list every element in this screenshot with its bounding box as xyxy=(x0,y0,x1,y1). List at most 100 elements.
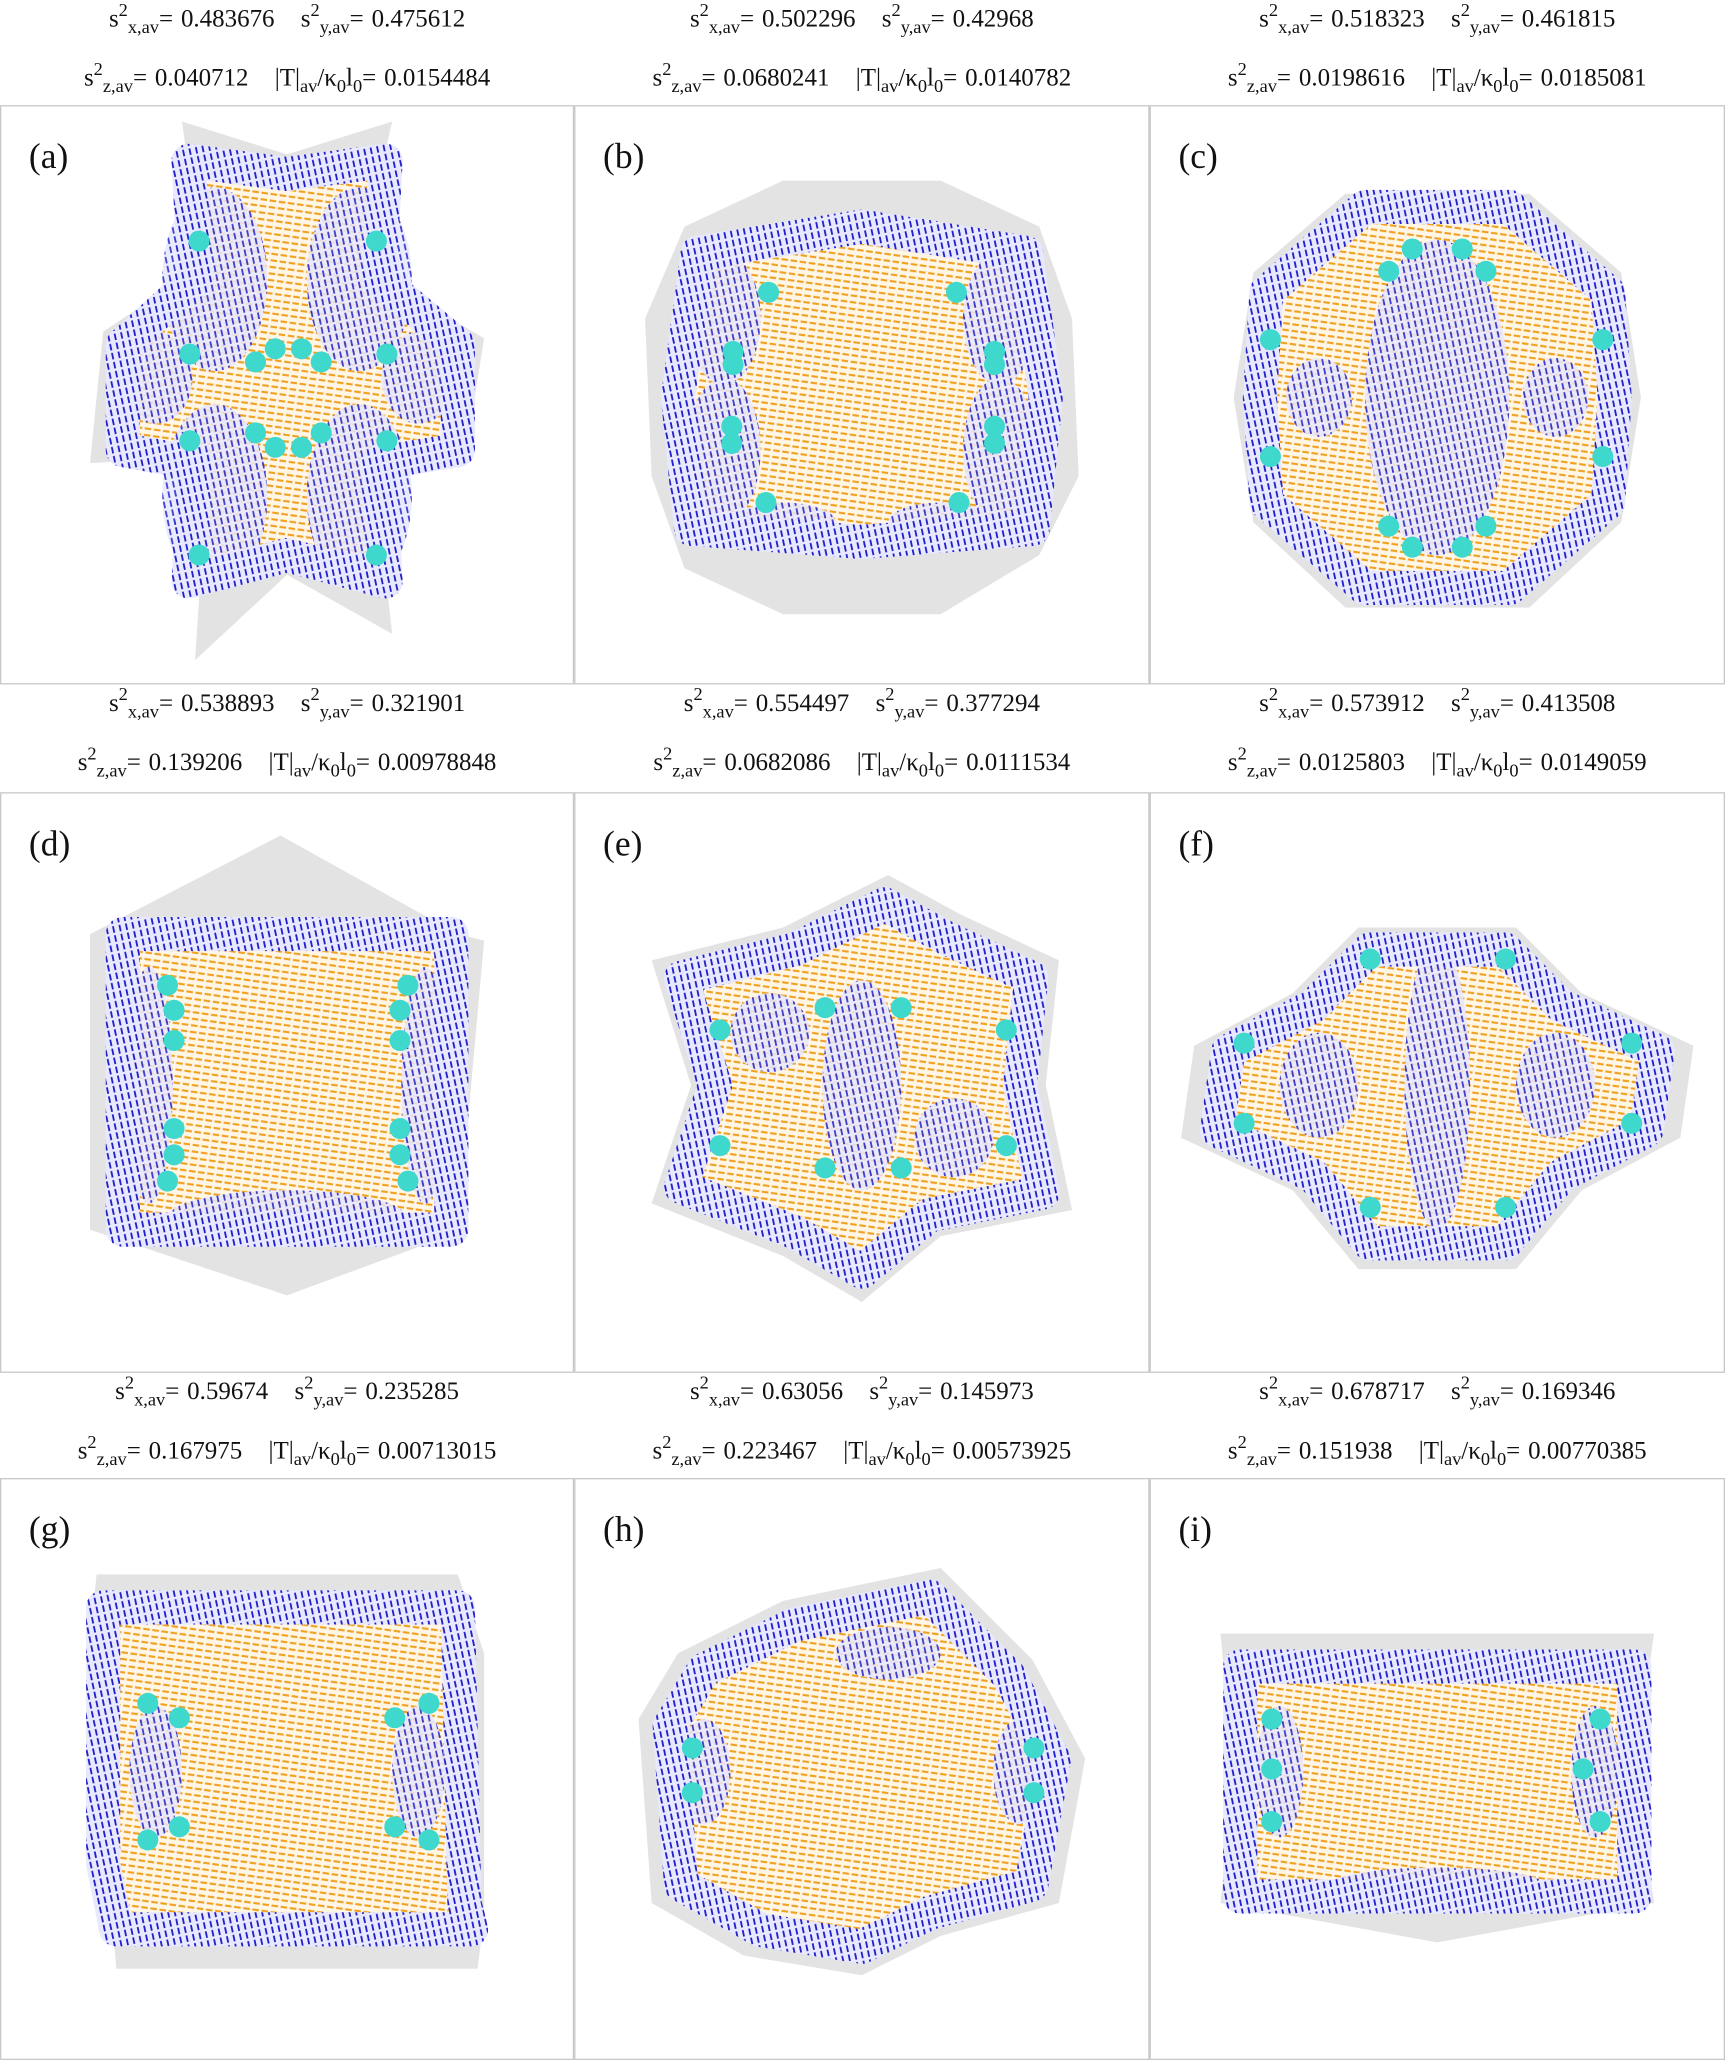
defect xyxy=(709,1019,731,1041)
text-part: 2 xyxy=(87,743,96,763)
text-part: 2 xyxy=(1461,0,1470,20)
text-part: s xyxy=(1259,690,1269,717)
stats-line-1: s2x,av= 0.538893 s2y,av= 0.321901 xyxy=(109,684,465,721)
text-part: l xyxy=(1502,749,1509,776)
text-part: /κ xyxy=(311,1437,331,1464)
director-field xyxy=(660,209,1063,560)
text-part: 0.678717 xyxy=(1331,1378,1425,1405)
director-field xyxy=(86,1590,489,1947)
text-part: 2 xyxy=(663,743,672,763)
defect xyxy=(814,997,836,1019)
panel-label: (c) xyxy=(1178,136,1217,176)
panel-label: (a) xyxy=(29,136,68,176)
panel-label: (h) xyxy=(603,1509,644,1549)
defect xyxy=(163,1118,185,1140)
stats-line-2: s2z,av= 0.223467 |T|av/κ0l0= 0.00573925 xyxy=(652,1432,1071,1469)
text-part: s xyxy=(115,1378,125,1405)
text-part: y,av xyxy=(894,701,925,721)
text-part: 0.59674 xyxy=(187,1378,269,1405)
defect xyxy=(984,432,1006,454)
text-part: 0.0154484 xyxy=(384,64,491,91)
text-part: 0 xyxy=(1493,76,1502,96)
text-part: z,av xyxy=(671,76,702,96)
text-part: s xyxy=(301,5,311,32)
stats-line-2: s2z,av= 0.151938 |T|av/κ0l0= 0.00770385 xyxy=(1228,1432,1647,1469)
text-part: = xyxy=(1309,690,1323,717)
defect xyxy=(1261,1708,1283,1730)
defect xyxy=(397,1170,419,1192)
text-part: l xyxy=(928,749,935,776)
text-part: = xyxy=(943,64,957,91)
text-part: 2 xyxy=(885,684,894,704)
text-part: 2 xyxy=(119,684,128,704)
text-part: 0 xyxy=(347,1449,356,1469)
defect xyxy=(291,436,313,458)
text-part: y,av xyxy=(1470,1390,1501,1410)
defect xyxy=(1401,536,1423,558)
text-part: s xyxy=(684,690,694,717)
defect xyxy=(397,974,419,996)
defect xyxy=(1359,948,1381,970)
text-part: 0 xyxy=(353,76,362,96)
director-field xyxy=(652,1579,1071,1964)
defect xyxy=(681,1782,703,1804)
text-part: 2 xyxy=(119,0,128,20)
text-part: s xyxy=(652,1437,662,1464)
text-part: x,av xyxy=(1278,701,1310,721)
text-part: l xyxy=(1490,1437,1497,1464)
text-part: av xyxy=(300,76,318,96)
stats-line-2: s2z,av= 0.0680241 |T|av/κ0l0= 0.0140782 xyxy=(652,59,1071,96)
text-part: 0.00573925 xyxy=(953,1437,1072,1464)
blue-region xyxy=(118,331,193,424)
defect xyxy=(137,1829,159,1851)
text-part: 0.0111534 xyxy=(966,749,1071,776)
text-part: 2 xyxy=(1238,59,1247,79)
text-part: s xyxy=(653,749,663,776)
text-part: 0.0185081 xyxy=(1541,64,1647,91)
blue-region xyxy=(1332,1867,1543,1900)
text-part: s xyxy=(301,690,311,717)
defect xyxy=(1378,515,1400,537)
defect xyxy=(188,230,210,252)
text-part: 2 xyxy=(94,59,103,79)
defect xyxy=(137,1692,159,1714)
defect xyxy=(310,351,332,373)
text-part: |T| xyxy=(856,64,881,91)
text-part: x,av xyxy=(134,1390,166,1410)
text-part: s xyxy=(109,690,119,717)
defect xyxy=(1451,536,1473,558)
text-part: s xyxy=(882,5,892,32)
text-part: y,av xyxy=(313,1390,344,1410)
defect xyxy=(389,999,411,1021)
text-part: = xyxy=(734,690,748,717)
defect xyxy=(984,354,1006,376)
text-part: 0.483676 xyxy=(181,5,275,32)
defect xyxy=(157,974,179,996)
text-part: = xyxy=(740,5,754,32)
stats-line-1: s2x,av= 0.554497 s2y,av= 0.377294 xyxy=(684,684,1041,721)
text-part: 0 xyxy=(905,1449,914,1469)
text-part: 0.00978848 xyxy=(378,749,497,776)
text-part: /κ xyxy=(1461,1437,1481,1464)
stats-line-1: s2x,av= 0.63056 s2y,av= 0.145973 xyxy=(690,1373,1034,1410)
text-part: s xyxy=(109,5,119,32)
defect xyxy=(1023,1782,1045,1804)
defect xyxy=(1261,1811,1283,1833)
text-part: = xyxy=(1500,690,1514,717)
text-part: 0.475612 xyxy=(372,5,466,32)
text-part: y,av xyxy=(901,17,932,37)
text-part: |T| xyxy=(1431,64,1456,91)
text-part: 0.00770385 xyxy=(1528,1437,1647,1464)
text-part: 2 xyxy=(693,684,702,704)
text-part: 2 xyxy=(1238,1432,1247,1452)
text-part: s xyxy=(1451,1378,1461,1405)
text-part: = xyxy=(350,5,364,32)
text-part: = xyxy=(350,690,364,717)
blue-region xyxy=(730,502,836,542)
defect xyxy=(1592,446,1614,468)
blue-region xyxy=(888,502,994,542)
defect xyxy=(1378,260,1400,282)
blue-region xyxy=(1516,1032,1595,1138)
text-part: s xyxy=(1228,64,1238,91)
text-part: av xyxy=(1444,1449,1462,1469)
